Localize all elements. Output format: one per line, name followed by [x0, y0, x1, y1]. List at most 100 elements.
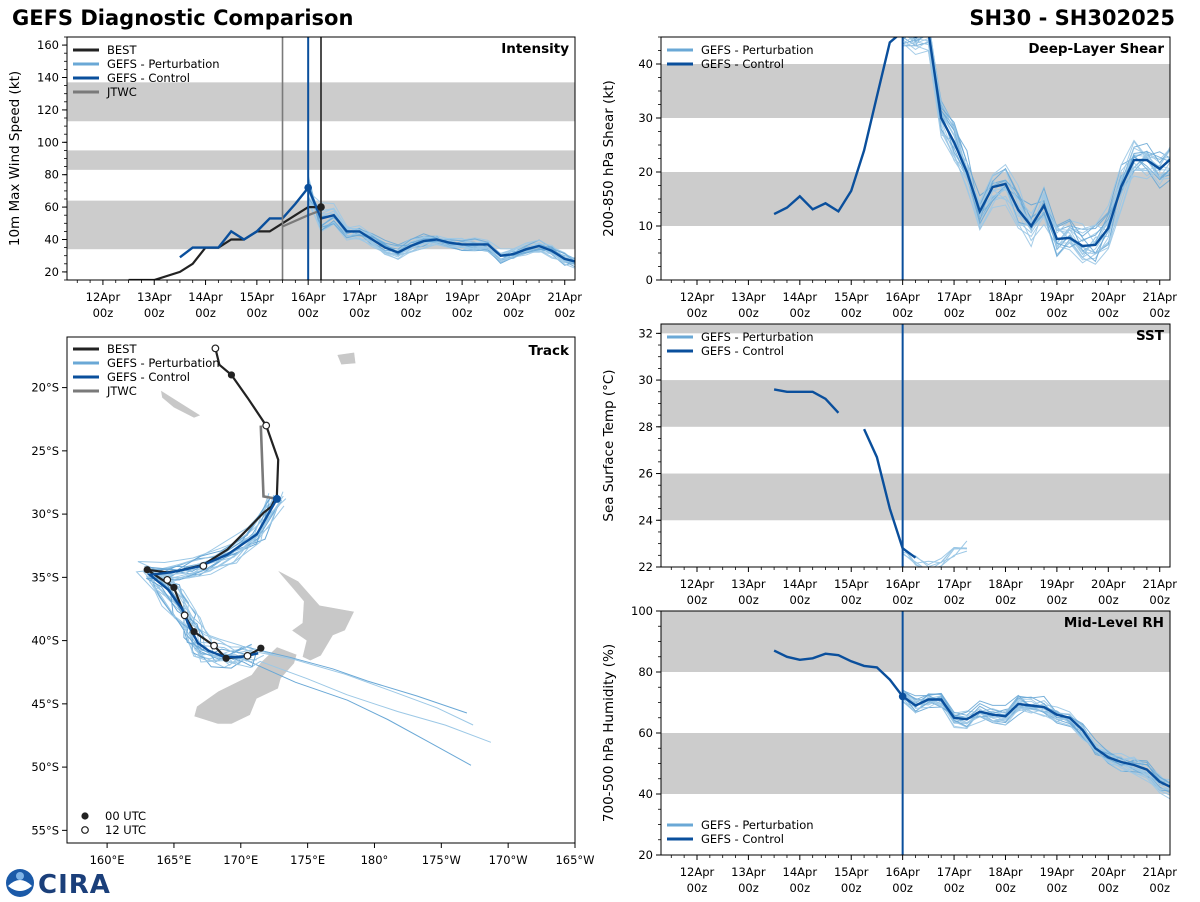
best-point-00utc	[227, 371, 236, 379]
x-tick-label: 20Apr	[1091, 577, 1126, 591]
x-tick-label: 00z	[687, 881, 708, 895]
track-perturbation-member	[161, 491, 284, 663]
y-tick-label: 10	[638, 219, 653, 233]
y-tick-label: 28	[638, 420, 653, 434]
x-tick-label: 00z	[298, 306, 319, 320]
intensity-plot-area	[67, 37, 575, 280]
x-tick-label: 00z	[1047, 306, 1068, 320]
x-tick-label: 16Apr	[885, 577, 920, 591]
best-track-path	[146, 348, 280, 660]
track-x-tick-label: 175°W	[422, 853, 461, 867]
rh-band-1	[661, 611, 1170, 672]
best-point-12utc	[262, 421, 271, 430]
rh-legend-label-pert: GEFS - Perturbation	[701, 818, 814, 832]
x-tick-label: 00z	[892, 881, 913, 895]
best-point-12utc	[243, 651, 252, 660]
track-panel: 160°E 165°E 170°E 175°E 180° 175°W 170°W 165°W 2…	[31, 336, 595, 867]
track-perturbation-member	[149, 494, 279, 654]
x-tick-label: 00z	[995, 306, 1016, 320]
y-tick-label: 80	[638, 665, 653, 679]
x-tick-label: 15Apr	[834, 577, 869, 591]
x-tick-label: 00z	[789, 881, 810, 895]
x-tick-label: 19Apr	[1040, 577, 1075, 591]
x-tick-label: 17Apr	[937, 865, 972, 879]
x-tick-label: 14Apr	[188, 290, 223, 304]
x-tick-label: 00z	[944, 593, 965, 607]
shear-band-0	[661, 172, 1170, 226]
sst-control-line	[773, 388, 840, 414]
track-y-tick-label: 25°S	[31, 444, 59, 458]
track-legend-label-best: BEST	[107, 342, 137, 356]
x-tick-label: 21Apr	[1142, 577, 1177, 591]
y-tick-label: 22	[638, 560, 653, 574]
y-tick-label: 40	[44, 233, 59, 247]
x-tick-label: 14Apr	[783, 865, 818, 879]
shear-band-1	[661, 64, 1170, 118]
best-point-00utc	[190, 628, 198, 636]
shear-legend-label-pert: GEFS - Perturbation	[701, 43, 814, 57]
track-legend-label-jtwc: JTWC	[106, 384, 137, 398]
intensity-control-line	[179, 185, 575, 263]
track-y-tick-label: 30°S	[31, 507, 59, 521]
sst-band-1	[661, 380, 1170, 427]
y-tick-label: 160	[37, 38, 59, 52]
rh-band-0	[661, 733, 1170, 794]
shear-panel: 0 10 20 30 40 12Apr 00z 13Apr 00z 14Apr 00z 15Apr 00…	[601, 36, 1177, 320]
track-y-tick-label: 20°S	[31, 381, 59, 395]
best-point-12utc	[210, 641, 218, 650]
x-tick-label: 00z	[995, 593, 1016, 607]
y-tick-label: 20	[638, 165, 653, 179]
x-tick-label: 00z	[349, 306, 370, 320]
control-track-marker	[272, 494, 281, 503]
sst-band-0	[661, 473, 1170, 521]
y-tick-label: 20	[44, 265, 59, 279]
x-tick-label: 00z	[841, 306, 862, 320]
track-y-tick-label: 40°S	[31, 634, 59, 648]
track-legend-label-pert: GEFS - Perturbation	[107, 356, 220, 370]
x-tick-label: 20Apr	[496, 290, 531, 304]
shear-perturbation-member	[912, 37, 1170, 248]
best-marker	[317, 203, 325, 211]
x-tick-label: 18Apr	[988, 290, 1023, 304]
x-tick-label: 19Apr	[1040, 290, 1075, 304]
x-tick-label: 00z	[1098, 593, 1119, 607]
shear-legend-label-ctrl: GEFS - Control	[701, 57, 784, 71]
y-tick-label: 24	[638, 513, 653, 527]
track-perturbation-member	[163, 495, 284, 648]
x-tick-label: 00z	[687, 593, 708, 607]
x-tick-label: 00z	[738, 306, 759, 320]
rh-control-marker	[898, 692, 907, 701]
x-tick-label: 00z	[892, 306, 913, 320]
track-x-tick-label: 175°E	[290, 853, 325, 867]
track-y-tick-label: 55°S	[31, 823, 59, 837]
track-x-tick-label: 180°	[361, 853, 389, 867]
y-tick-label: 26	[638, 467, 653, 481]
best-point-00utc	[257, 644, 265, 652]
shear-plot-area	[661, 37, 1170, 280]
fiji-shape	[336, 351, 357, 366]
y-tick-label: 20	[638, 848, 653, 862]
track-title: Track	[529, 343, 570, 359]
y-tick-label: 140	[37, 71, 59, 85]
sst-panel: 22 24 26 28 30 32 12Apr 00z 13Apr 00z 14Apr 00z 15Ap…	[601, 323, 1177, 607]
best-point-12utc	[163, 575, 172, 584]
intensity-ylabel: 10m Max Wind Speed (kt)	[7, 71, 23, 246]
x-tick-label: 00z	[554, 306, 575, 320]
y-tick-label: 60	[44, 200, 59, 214]
track-y-tick-label: 45°S	[31, 697, 59, 711]
y-tick-label: 100	[631, 604, 653, 618]
rh-perturbation-member	[902, 689, 1170, 784]
x-tick-label: 00z	[944, 881, 965, 895]
x-tick-label: 21Apr	[547, 290, 582, 304]
intensity-legend-label-ctrl: GEFS - Control	[107, 71, 190, 85]
x-tick-label: 19Apr	[1040, 865, 1075, 879]
y-tick-label: 80	[44, 168, 59, 182]
x-tick-label: 15Apr	[834, 290, 869, 304]
rh-control-line	[773, 649, 1170, 788]
x-tick-label: 12Apr	[86, 290, 121, 304]
x-tick-label: 18Apr	[394, 290, 429, 304]
intensity-control-marker	[304, 183, 312, 192]
x-tick-label: 19Apr	[445, 290, 480, 304]
